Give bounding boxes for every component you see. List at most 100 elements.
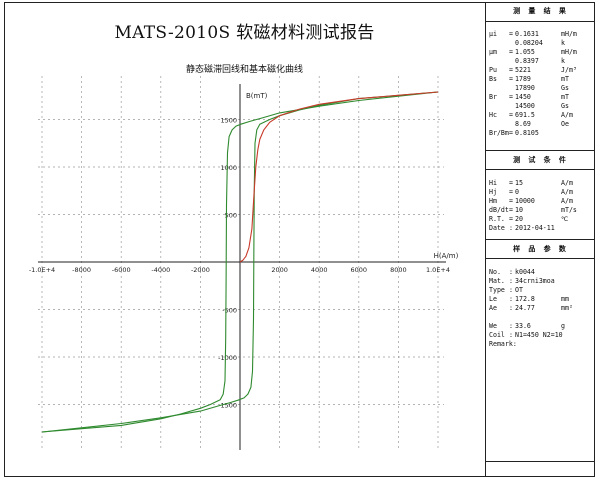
sample-eq: : — [509, 295, 513, 303]
panel-divider — [485, 2, 486, 477]
results-unit: A/m — [561, 111, 573, 119]
sample-key: No. — [489, 268, 501, 276]
x-tick-label: 4000 — [311, 266, 328, 274]
conditions-eq: = — [509, 188, 513, 196]
y-tick-label: 1500 — [220, 117, 237, 125]
x-tick-label: -8000 — [72, 266, 91, 274]
results-value: 0.8397 — [515, 57, 539, 65]
results-unit: k — [561, 39, 565, 47]
conditions-row: Hi = 15 A/m — [489, 179, 593, 188]
x-tick-label: 2000 — [271, 266, 288, 274]
conditions-unit: mT/s — [561, 206, 577, 214]
sample-eq: : — [509, 322, 513, 330]
conditions-row: Date:2012-04-11 — [489, 224, 593, 233]
conditions-row: Hj = 0 A/m — [489, 188, 593, 197]
sample-row: Remark: — [489, 340, 593, 349]
results-row: 14500 Gs — [489, 102, 593, 111]
sample-unit: mm² — [561, 304, 573, 312]
results-row: Pu = 5221 J/m³ — [489, 66, 593, 75]
sample-key: Mat. — [489, 277, 505, 285]
conditions-value: 15 — [515, 179, 523, 187]
sample-key: Remark: — [489, 340, 517, 348]
sample-row: We:33.6 g — [489, 322, 593, 331]
results-value: 14500 — [515, 102, 535, 110]
results-value: 0.1631 — [515, 30, 539, 38]
sample-unit: mm — [561, 295, 569, 303]
results-unit: J/m³ — [561, 66, 577, 74]
sample-row: Coil: N1=450 N2=10 — [489, 331, 593, 340]
results-unit: mH/m — [561, 30, 577, 38]
results-row: 0.08204 k — [489, 39, 593, 48]
conditions-row: R.T. = 20 ℃ — [489, 215, 593, 224]
sample-row — [489, 313, 593, 322]
results-eq: = — [509, 66, 513, 74]
sample-eq: : — [509, 277, 513, 285]
results-eq: = — [509, 30, 513, 38]
conditions-unit: A/m — [561, 197, 573, 205]
results-key: μi — [489, 30, 497, 38]
conditions-unit: ℃ — [561, 215, 569, 223]
results-unit: Gs — [561, 84, 569, 92]
panel-bottom-rule — [486, 461, 595, 462]
conditions-eq: = — [509, 215, 513, 223]
sample-key: Le — [489, 295, 497, 303]
conditions-key: Hj — [489, 188, 497, 196]
y-tick-label: -1500 — [218, 402, 237, 410]
results-unit: mH/m — [561, 48, 577, 56]
results-eq: = — [509, 129, 513, 137]
sample-unit: g — [561, 322, 565, 330]
results-unit: Oe — [561, 120, 569, 128]
results-row: Hc = 691.5 A/m — [489, 111, 593, 120]
results-key: Pu — [489, 66, 497, 74]
sample-eq: : — [509, 286, 513, 294]
sample-header: 样 品 参 数 — [486, 239, 595, 259]
results-unit: mT — [561, 75, 569, 83]
conditions-value: 20 — [515, 215, 523, 223]
results-value: 17890 — [515, 84, 535, 92]
conditions-key: R.T. — [489, 215, 505, 223]
x-tick-label: 8000 — [390, 266, 407, 274]
results-value: 5221 — [515, 66, 531, 74]
x-tick-label: -6000 — [112, 266, 131, 274]
sample-value: 34crni3moa — [515, 277, 555, 285]
chart-subtitle: 静态磁滞回线和基本磁化曲线 — [185, 65, 303, 75]
results-value: 8.69 — [515, 120, 531, 128]
sample-row: Ae:24.77 mm² — [489, 304, 593, 313]
results-header: 测 量 结 果 — [486, 2, 595, 22]
sample-value: OT — [515, 286, 523, 294]
y-tick-label: 1000 — [220, 164, 237, 172]
results-value: 1.055 — [515, 48, 535, 56]
conditions-key: Hi — [489, 179, 497, 187]
results-key: Bs — [489, 75, 497, 83]
y-tick-label: 500 — [225, 212, 237, 220]
results-eq: = — [509, 48, 513, 56]
report-title: MATS-2010S 软磁材料测试报告 — [114, 23, 375, 43]
info-panel: 测 量 结 果 μi = 0.1631 mH/m 0.08204 k μm = 1.055 mH/m… — [486, 2, 595, 477]
y-axis-label: B(mT) — [246, 92, 268, 100]
sample-row: Mat.:34crni3moa — [489, 277, 593, 286]
x-axis-label: H(A/m) — [434, 252, 459, 260]
conditions-header: 测 试 条 件 — [486, 150, 595, 170]
hysteresis-branch-2 — [41, 91, 439, 433]
results-key: Br — [489, 93, 497, 101]
results-key: Hc — [489, 111, 497, 119]
results-row: 17890 Gs — [489, 84, 593, 93]
results-value: 691.5 — [515, 111, 535, 119]
conditions-value: 10 — [515, 206, 523, 214]
results-row: Bs = 1789 mT — [489, 75, 593, 84]
results-unit: Gs — [561, 102, 569, 110]
y-tick-label: -1000 — [218, 354, 237, 362]
chart-panel: MATS-2010S 软磁材料测试报告 静态磁滞回线和基本磁化曲线 -1.0E+… — [4, 2, 485, 477]
sample-value: 24.77 — [515, 304, 535, 312]
results-unit: k — [561, 57, 565, 65]
results-eq: = — [509, 111, 513, 119]
results-value: 1450 — [515, 93, 531, 101]
sample-row: Le:172.8 mm — [489, 295, 593, 304]
sample-value: 33.6 — [515, 322, 531, 330]
conditions-unit: A/m — [561, 188, 573, 196]
sample-key: Type — [489, 286, 505, 294]
conditions-value: 2012-04-11 — [515, 224, 555, 232]
results-value: 0.8105 — [515, 129, 539, 137]
results-row: Br = 1450 mT — [489, 93, 593, 102]
sample-value: N1=450 N2=10 — [515, 331, 563, 339]
